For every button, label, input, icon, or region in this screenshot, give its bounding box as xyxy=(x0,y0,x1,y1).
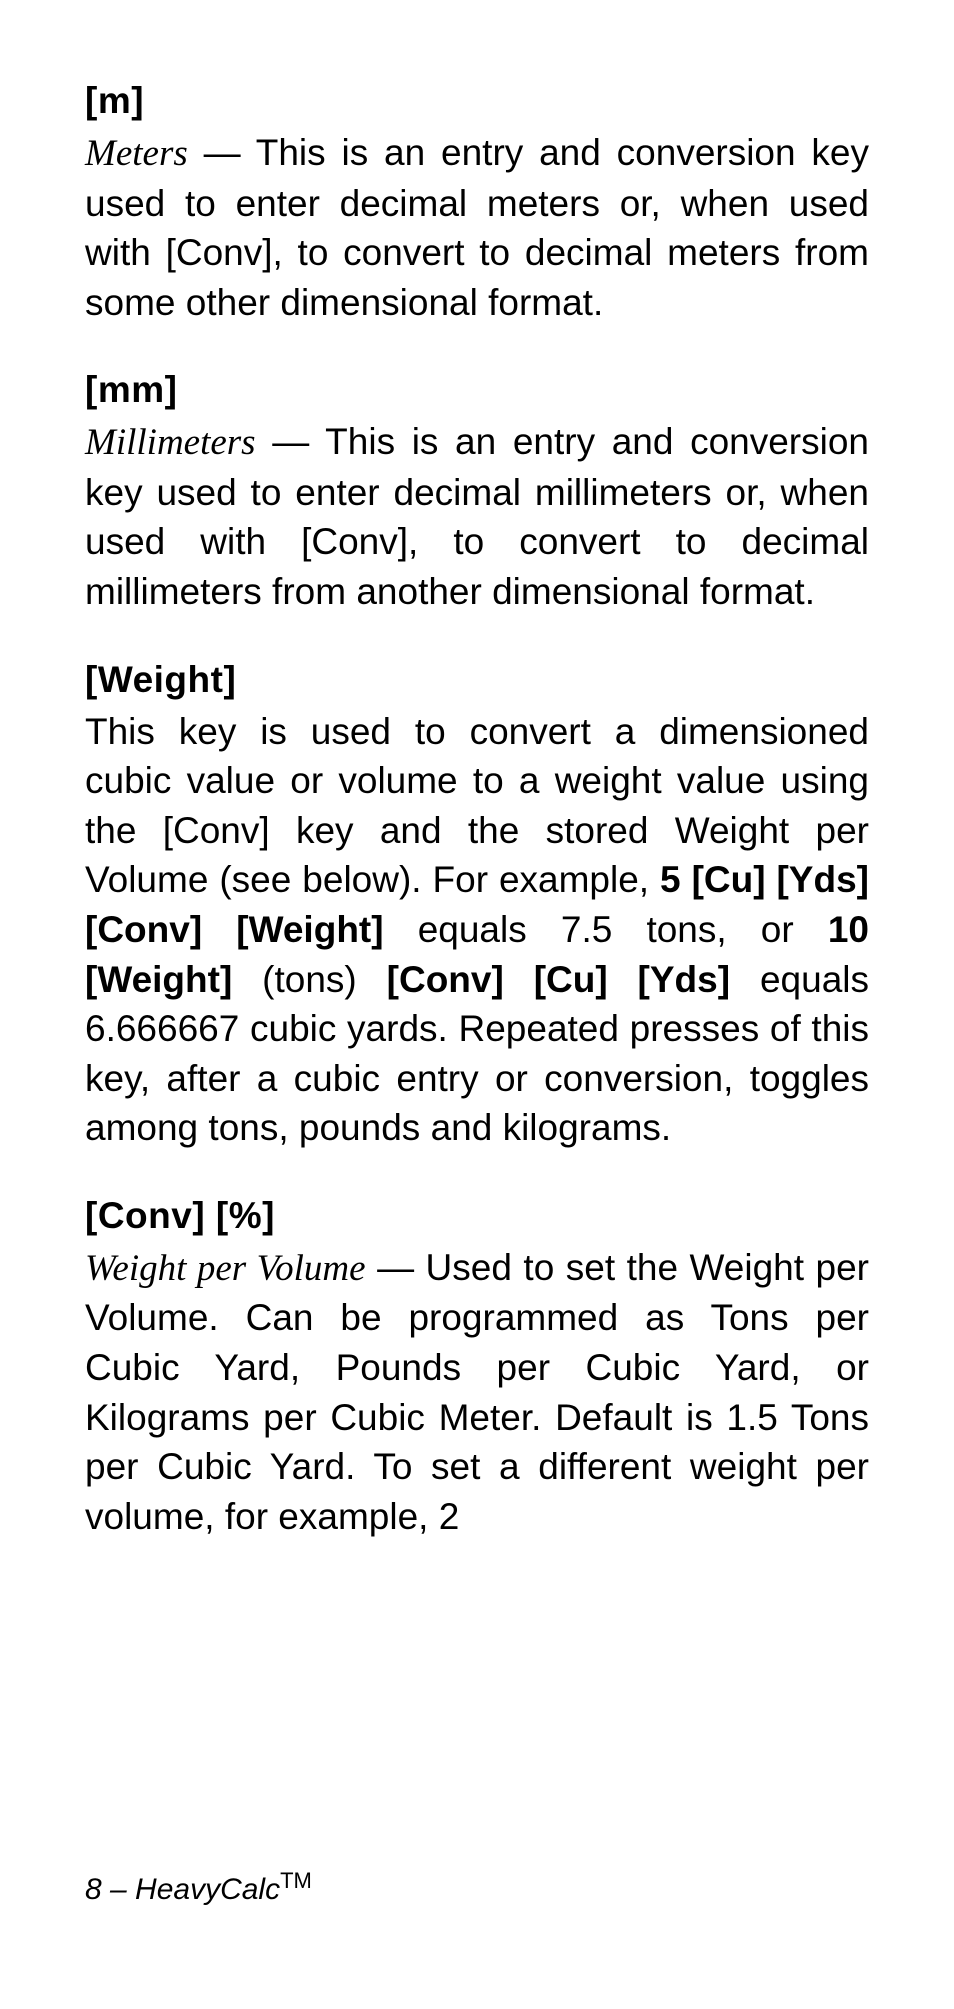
page-footer: 8 – HeavyCalcTM xyxy=(85,1868,312,1907)
term: Weight per Volume xyxy=(85,1248,366,1289)
term: Millimeters xyxy=(85,422,256,463)
key-label: [Conv] [%] xyxy=(85,1195,869,1237)
body-text-run: (tons) xyxy=(232,959,386,1000)
body-text-run: equals 7.5 tons, or xyxy=(384,909,828,950)
key-label: [m] xyxy=(85,80,869,122)
key-label: [mm] xyxy=(85,369,869,411)
inline-key: [Conv] xyxy=(301,521,408,562)
footer-page-number: 8 – HeavyCalc xyxy=(85,1873,280,1906)
inline-key: [Conv], xyxy=(166,232,283,273)
entry-millimeters: [mm] Millimeters — This is an entry and … xyxy=(85,369,869,616)
entry-weight-per-volume: [Conv] [%] Weight per Volume — Used to s… xyxy=(85,1195,869,1541)
trademark-symbol: TM xyxy=(280,1868,312,1893)
inline-key: [Conv] xyxy=(163,810,270,851)
entry-meters: [m] Meters — This is an entry and conver… xyxy=(85,80,869,327)
entry-weight: [Weight] This key is used to convert a d… xyxy=(85,659,869,1153)
body-text: Weight per Volume — Used to set the Weig… xyxy=(85,1243,869,1541)
body-text: Meters — This is an entry and conversion… xyxy=(85,128,869,327)
body-before: — Used to set the Weight per Volume. Can… xyxy=(85,1247,869,1537)
term: Meters xyxy=(85,133,188,174)
key-label: [Weight] xyxy=(85,659,869,701)
inline-key-sequence: [Conv] [Cu] [Yds] xyxy=(387,959,730,1000)
body-text: This key is used to convert a dimensione… xyxy=(85,707,869,1153)
body-text: Millimeters — This is an entry and conve… xyxy=(85,417,869,616)
